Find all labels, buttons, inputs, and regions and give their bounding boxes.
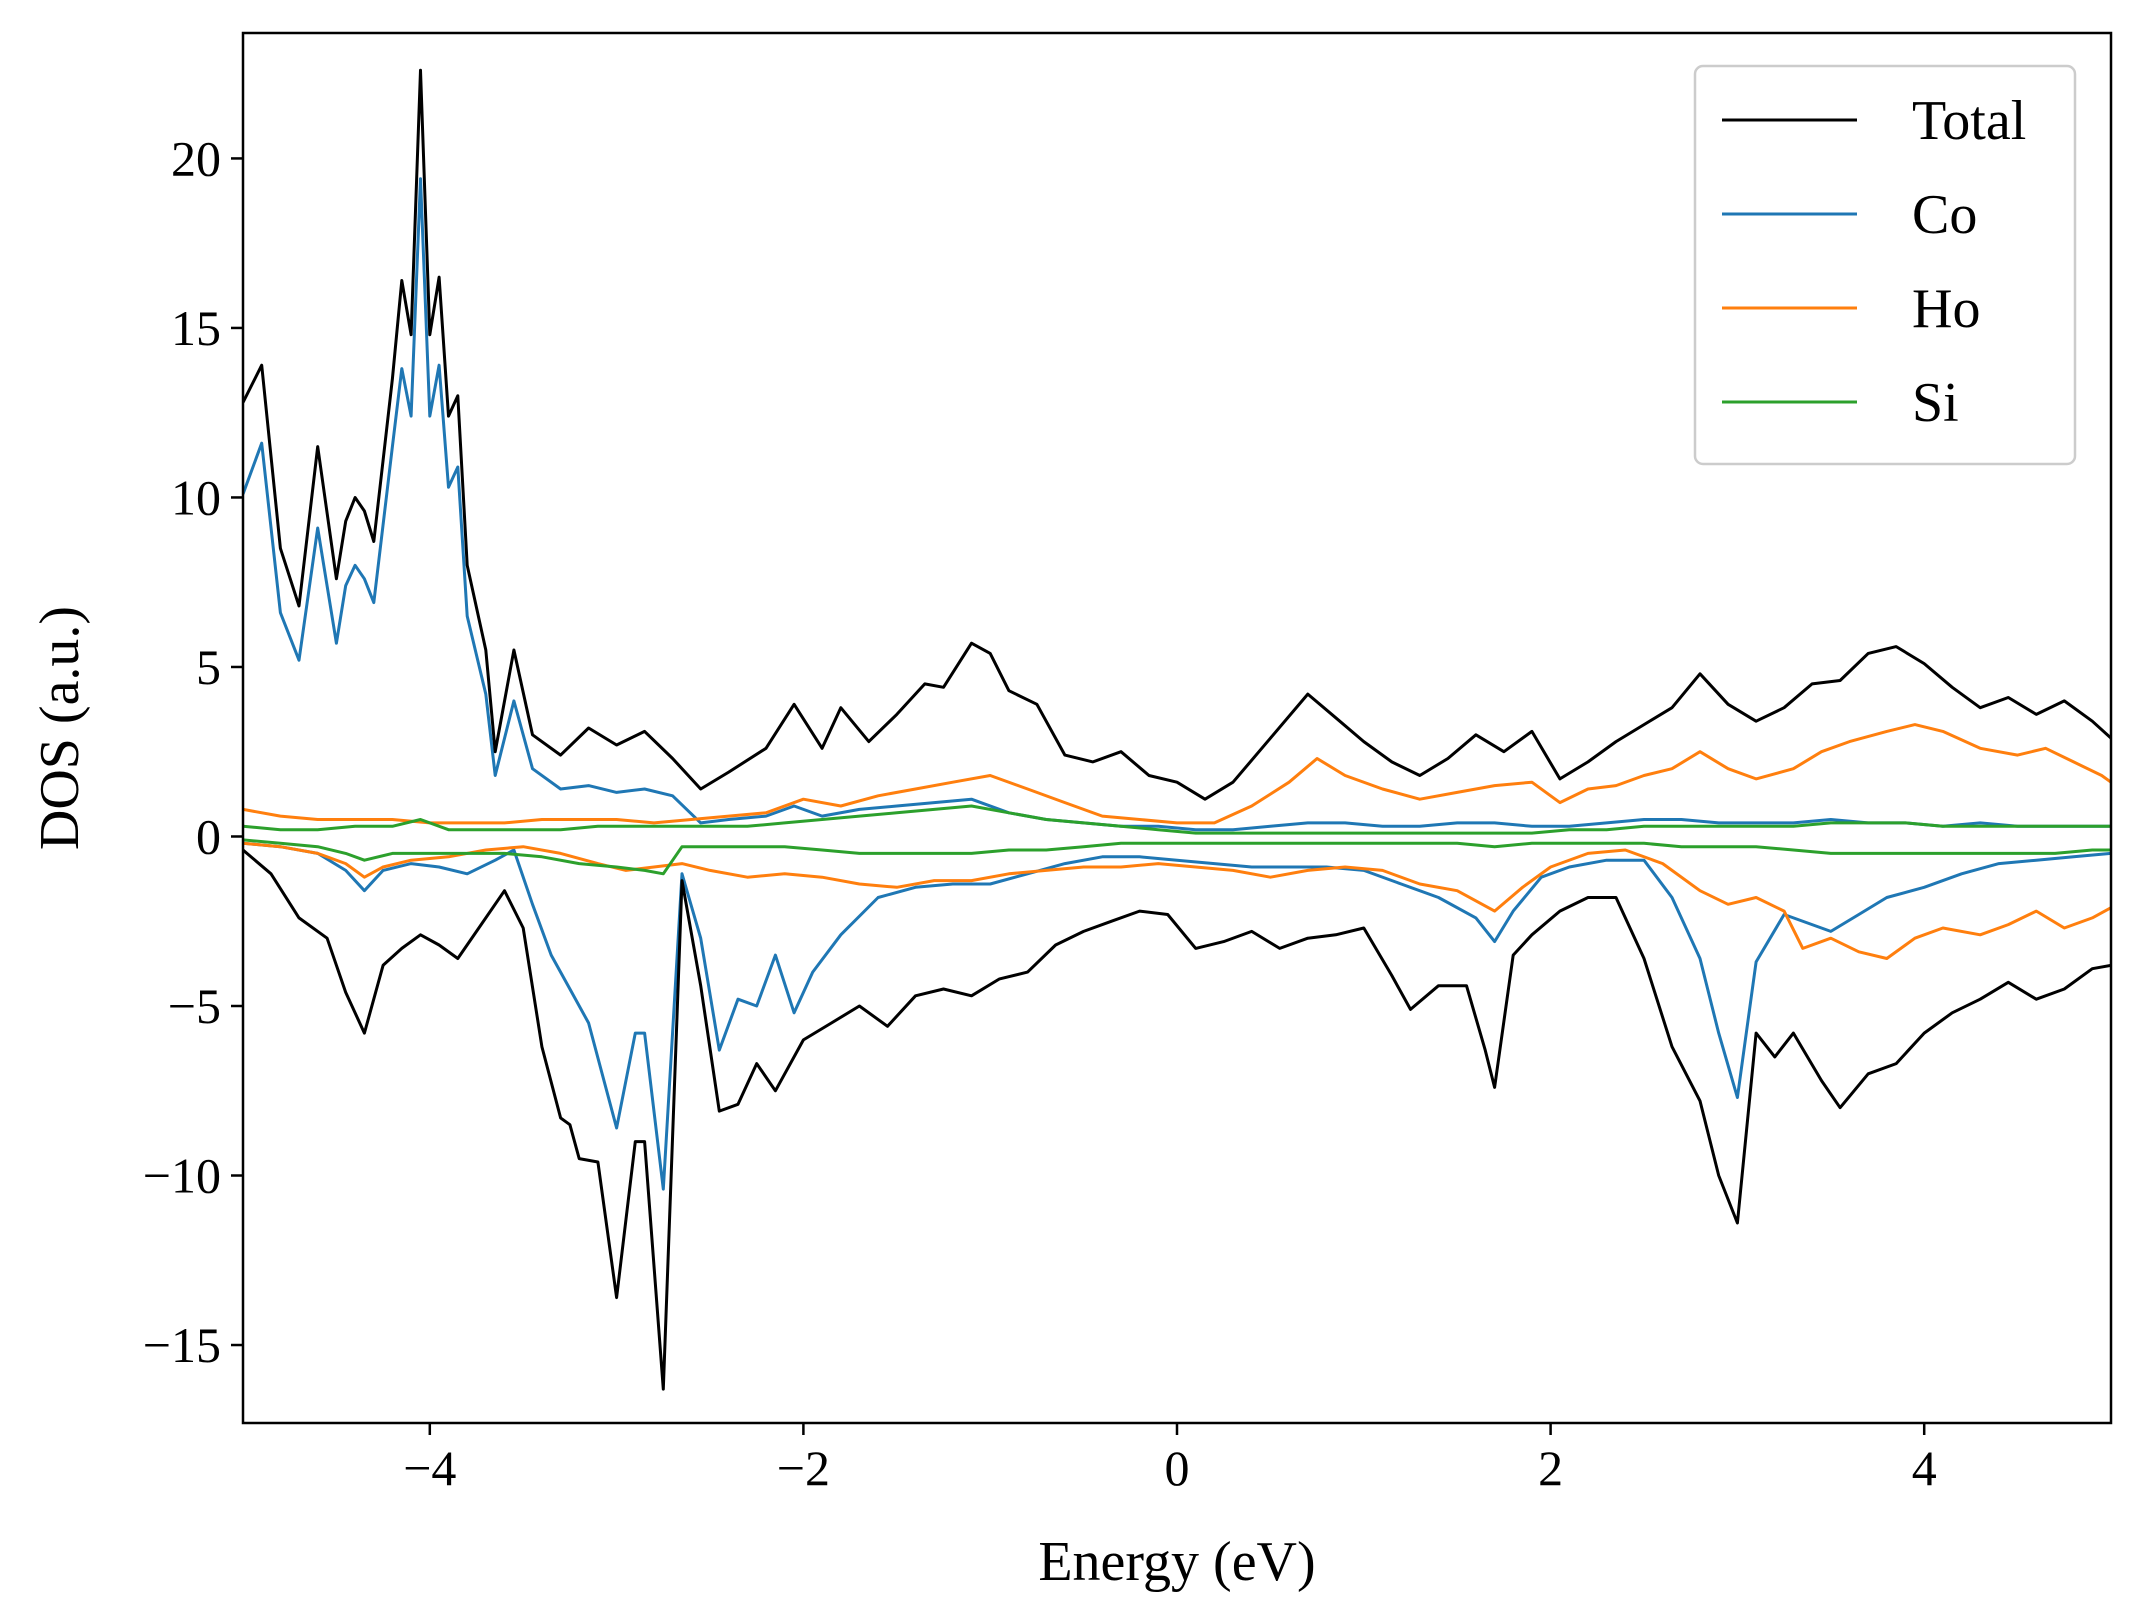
legend-label-ho: Ho — [1912, 278, 1980, 340]
series-layer — [243, 68, 2111, 1391]
legend-label-total: Total — [1912, 90, 2026, 152]
series-co-down-line — [243, 841, 2111, 1191]
y-axis-label: DOS (a.u.) — [29, 606, 91, 850]
x-tick-label: −2 — [777, 1440, 830, 1496]
series-ho-down-line — [243, 841, 2111, 960]
y-tick-label: −10 — [143, 1148, 221, 1204]
legend: Total Co Ho Si — [1693, 64, 2077, 466]
y-tick-label: 10 — [171, 469, 221, 525]
x-tick-label: 0 — [1165, 1440, 1190, 1496]
series-si-up-line — [243, 804, 2111, 835]
series-ho-up-line — [243, 723, 2111, 825]
y-tick-label: 15 — [171, 300, 221, 356]
y-tick-label: 5 — [196, 639, 221, 695]
y-axis: −15 −10 −5 0 5 10 15 20 — [143, 130, 243, 1373]
x-tick-label: 2 — [1538, 1440, 1563, 1496]
series-total-down-line — [243, 848, 2111, 1391]
x-axis: −4 −2 0 2 4 — [403, 1423, 1937, 1496]
y-tick-label: −5 — [168, 978, 221, 1034]
x-tick-label: −4 — [403, 1440, 456, 1496]
legend-frame — [1693, 64, 2077, 466]
y-tick-label: 20 — [171, 130, 221, 186]
y-tick-label: 0 — [196, 808, 221, 864]
series-si-down-line — [243, 838, 2111, 876]
y-tick-label: −15 — [143, 1317, 221, 1373]
x-axis-label: Energy (eV) — [1038, 1531, 1315, 1593]
series-co-up-line — [243, 177, 2111, 832]
legend-label-co: Co — [1912, 184, 1977, 246]
series-total-up-line — [243, 68, 2111, 801]
legend-label-si: Si — [1912, 372, 1959, 434]
x-tick-label: 4 — [1912, 1440, 1937, 1496]
